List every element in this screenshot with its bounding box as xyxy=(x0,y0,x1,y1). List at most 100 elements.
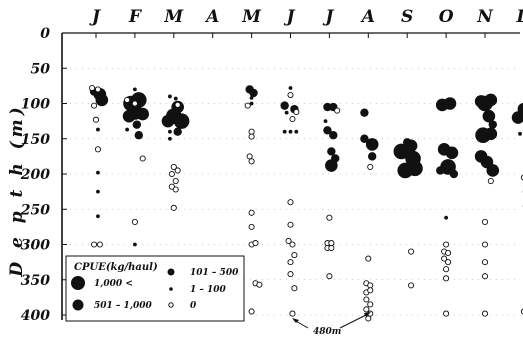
legend-title: CPUE(kg/haul) xyxy=(74,262,158,273)
data-point-m3-12 xyxy=(168,170,175,178)
month-label-8: A xyxy=(360,7,375,27)
month-label-2: F xyxy=(128,7,143,27)
data-point-m11-15 xyxy=(481,310,489,317)
data-point-m6-5 xyxy=(293,108,300,116)
data-point-m9-6 xyxy=(408,248,415,255)
data-point-m1-7 xyxy=(96,127,100,132)
month-label-1: J xyxy=(89,7,101,27)
data-point-m8-10 xyxy=(363,296,370,303)
data-point-m3-13 xyxy=(172,177,179,185)
data-point-m8-9 xyxy=(367,287,374,294)
annotation-480m: 480m xyxy=(292,312,371,337)
depth-label-100: 100 xyxy=(21,97,50,113)
month-label-7: J xyxy=(322,7,334,27)
data-point-m1-11 xyxy=(96,214,100,219)
annotation-label: 480m xyxy=(313,327,341,337)
data-point-m2-9 xyxy=(131,100,138,107)
month-label-3: M xyxy=(163,7,184,27)
data-point-m8-2 xyxy=(365,138,379,151)
month-label-6: J xyxy=(283,7,295,27)
data-point-m10-15 xyxy=(443,310,450,317)
data-point-m12-4 xyxy=(518,131,522,136)
data-point-m11-4 xyxy=(488,120,497,129)
data-point-m1-5 xyxy=(91,102,98,109)
data-point-m9-5 xyxy=(403,138,412,147)
data-point-m6-2 xyxy=(280,101,289,110)
data-point-m10-10 xyxy=(444,249,452,257)
data-point-m11-14 xyxy=(481,273,489,280)
data-point-m1-9 xyxy=(96,170,100,175)
data-point-m6-0 xyxy=(288,86,293,90)
data-point-m7-11 xyxy=(328,240,335,247)
data-point-m5-3 xyxy=(249,101,254,106)
depth-label-200: 200 xyxy=(20,167,50,183)
data-point-m2-6 xyxy=(132,120,142,129)
depth-label-150: 150 xyxy=(21,132,50,148)
data-point-m11-9 xyxy=(486,164,500,177)
data-point-m3-0 xyxy=(168,94,172,99)
data-point-m3-10 xyxy=(170,163,177,170)
data-point-m5-10 xyxy=(248,223,255,230)
data-point-m5-4 xyxy=(244,102,251,109)
depth-label-400: 400 xyxy=(21,308,50,324)
annotation-arrow-right xyxy=(339,313,369,329)
data-point-m11-11 xyxy=(481,218,489,225)
data-point-m6-11 xyxy=(287,221,294,228)
data-point-m10-1 xyxy=(443,97,457,110)
depth-label-300: 300 xyxy=(21,238,50,254)
data-point-m2-5 xyxy=(136,107,149,121)
data-point-m7-5 xyxy=(329,131,338,140)
depth-labels: 0 50 100 150 200 250 300 350 400 xyxy=(20,26,50,324)
data-point-m6-10 xyxy=(287,199,294,206)
depth-label-0: 0 xyxy=(40,26,50,42)
data-point-m8-12 xyxy=(363,306,370,313)
data-point-m1-13 xyxy=(96,241,103,248)
data-point-m1-8 xyxy=(94,146,101,153)
data-point-m5-15 xyxy=(248,308,255,315)
month-label-11: N xyxy=(476,7,494,27)
data-point-m7-0 xyxy=(323,102,332,112)
month-label-12: D xyxy=(516,7,523,27)
depth-label-350: 350 xyxy=(21,273,50,289)
data-point-m2-0 xyxy=(133,87,137,92)
data-point-m12-2 xyxy=(511,111,523,124)
data-point-m11-13 xyxy=(481,259,489,266)
data-point-m3-6 xyxy=(173,127,182,136)
data-point-m8-3 xyxy=(367,152,377,161)
data-point-m6-18 xyxy=(289,310,296,317)
data-point-m2-8 xyxy=(134,131,143,140)
depth-label-50: 50 xyxy=(31,61,51,77)
data-point-m3-1 xyxy=(173,96,178,101)
data-point-m7-4 xyxy=(323,126,332,135)
data-point-m1-3 xyxy=(89,84,96,92)
data-point-m5-2 xyxy=(249,95,254,100)
data-point-m3-9 xyxy=(174,101,181,108)
legend-label-small: 101 – 500 xyxy=(190,268,239,278)
data-point-m6-17 xyxy=(291,285,298,292)
data-point-m10-14 xyxy=(443,275,450,282)
data-point-m11-2 xyxy=(477,95,493,112)
data-point-m6-8 xyxy=(288,129,293,134)
data-point-m3-15 xyxy=(172,186,179,193)
data-point-m2-7 xyxy=(125,127,130,132)
y-axis-label: D e p t h (m) xyxy=(7,103,27,277)
data-point-m6-16 xyxy=(287,271,294,278)
legend-label-dot: 1 – 100 xyxy=(190,285,227,295)
month-labels: JFMAMJJASOND xyxy=(89,7,523,27)
data-point-m5-6 xyxy=(248,133,255,140)
data-point-m3-5 xyxy=(161,114,175,128)
data-point-m10-6 xyxy=(449,169,459,179)
data-point-m1-4 xyxy=(94,86,101,93)
data-point-m2-11 xyxy=(139,155,146,162)
data-point-m6-14 xyxy=(291,252,298,259)
legend-label-large: 1,000 < xyxy=(94,279,133,289)
legend-label-medium: 501 – 1,000 xyxy=(94,301,152,311)
data-point-m5-9 xyxy=(248,209,255,216)
legend-marker-medium xyxy=(72,299,84,311)
data-point-m6-9 xyxy=(294,129,299,134)
data-point-m5-12 xyxy=(252,240,259,247)
data-point-m6-1 xyxy=(287,91,294,99)
data-point-m5-1 xyxy=(249,88,258,98)
data-point-m10-3 xyxy=(445,146,459,160)
data-point-m6-4 xyxy=(284,110,289,115)
